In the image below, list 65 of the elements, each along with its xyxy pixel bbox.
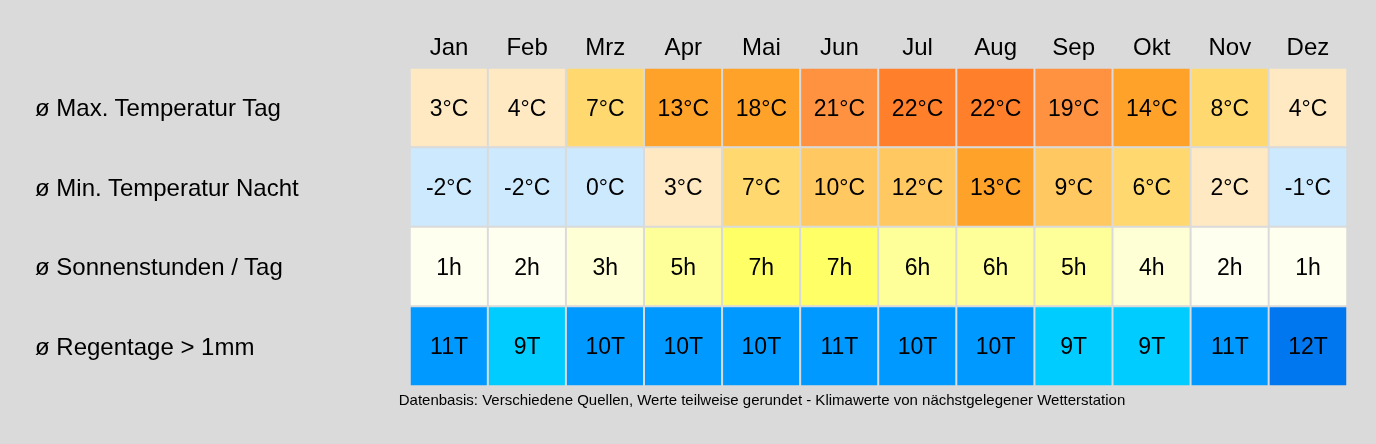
data-label: 9T xyxy=(1060,333,1088,360)
x-tick-label: Jan xyxy=(429,32,469,60)
x-tick-label: Nov xyxy=(1208,32,1252,60)
data-label: 10T xyxy=(663,333,704,360)
data-label: 5h xyxy=(1060,253,1087,280)
y-tick-label: ø Sonnenstunden / Tag xyxy=(35,253,283,281)
data-label: 21°C xyxy=(813,94,866,121)
y-tick-label: ø Min. Temperatur Nacht xyxy=(35,173,299,201)
x-tick-label: Jul xyxy=(902,32,933,60)
data-label: 2h xyxy=(1217,253,1243,280)
data-label: 7h xyxy=(748,253,775,280)
data-label: 12°C xyxy=(891,174,944,201)
data-label: 22°C xyxy=(891,94,944,121)
data-label: 11T xyxy=(820,333,859,360)
data-label: 3°C xyxy=(663,174,703,201)
data-label: 9°C xyxy=(1054,174,1094,201)
data-label: 13°C xyxy=(657,94,709,121)
data-label: 10°C xyxy=(813,174,866,201)
data-label: 6h xyxy=(982,253,1009,280)
data-label: 14°C xyxy=(1126,94,1178,121)
data-label: -1°C xyxy=(1284,174,1332,201)
text: Datenbasis: Verschiedene Quellen, Werte teilweise gerundet - Klimawerte von nächstgelegener Wetterstation xyxy=(398,391,1126,408)
data-label: 4h xyxy=(1138,253,1165,280)
data-label: 18°C xyxy=(735,94,788,121)
x-tick-label: Aug xyxy=(974,32,1017,60)
x-tick-label: Apr xyxy=(664,32,702,60)
data-label: 1h xyxy=(1295,253,1321,280)
x-tick-label: Mrz xyxy=(585,32,626,60)
data-label: 11T xyxy=(430,333,469,360)
data-label: 7°C xyxy=(585,94,625,121)
data-label: 9T xyxy=(513,333,541,360)
data-label: 13°C xyxy=(969,174,1022,201)
data-label: 10T xyxy=(741,333,782,360)
data-label: 2°C xyxy=(1210,174,1250,201)
data-label: 19°C xyxy=(1048,94,1100,121)
x-tick-label: Jun xyxy=(820,32,859,60)
data-label: 1h xyxy=(436,253,462,280)
x-tick-label: Feb xyxy=(506,32,548,60)
data-label: 7°C xyxy=(742,174,781,201)
data-label: 3h xyxy=(592,253,619,280)
y-tick-label: ø Max. Temperatur Tag xyxy=(35,94,281,122)
data-label: 3°C xyxy=(429,94,469,121)
data-label: 8°C xyxy=(1210,94,1250,121)
data-label: 6°C xyxy=(1132,174,1172,201)
y-tick-label: ø Regentage > 1mm xyxy=(35,332,255,360)
data-label: 11T xyxy=(1210,333,1249,360)
data-label: 4°C xyxy=(507,94,547,121)
data-label: 2h xyxy=(514,253,540,280)
data-label: 10T xyxy=(897,333,938,360)
x-tick-label: Dez xyxy=(1286,32,1330,60)
data-label: 5h xyxy=(670,253,697,280)
data-label: 4°C xyxy=(1288,94,1328,121)
data-label: 7h xyxy=(826,253,853,280)
data-label: -2°C xyxy=(425,174,473,201)
data-label: 12T xyxy=(1288,333,1328,360)
data-label: -2°C xyxy=(503,174,551,201)
data-label: 10T xyxy=(975,333,1016,360)
x-tick-label: Okt xyxy=(1133,32,1171,60)
data-label: 6h xyxy=(904,253,931,280)
data-label: 0°C xyxy=(585,174,625,201)
data-label: 9T xyxy=(1138,333,1166,360)
data-label: 10T xyxy=(585,333,626,360)
x-tick-label: Mai xyxy=(742,32,781,60)
data-label: 22°C xyxy=(969,94,1022,121)
x-tick-label: Sep xyxy=(1052,32,1096,60)
